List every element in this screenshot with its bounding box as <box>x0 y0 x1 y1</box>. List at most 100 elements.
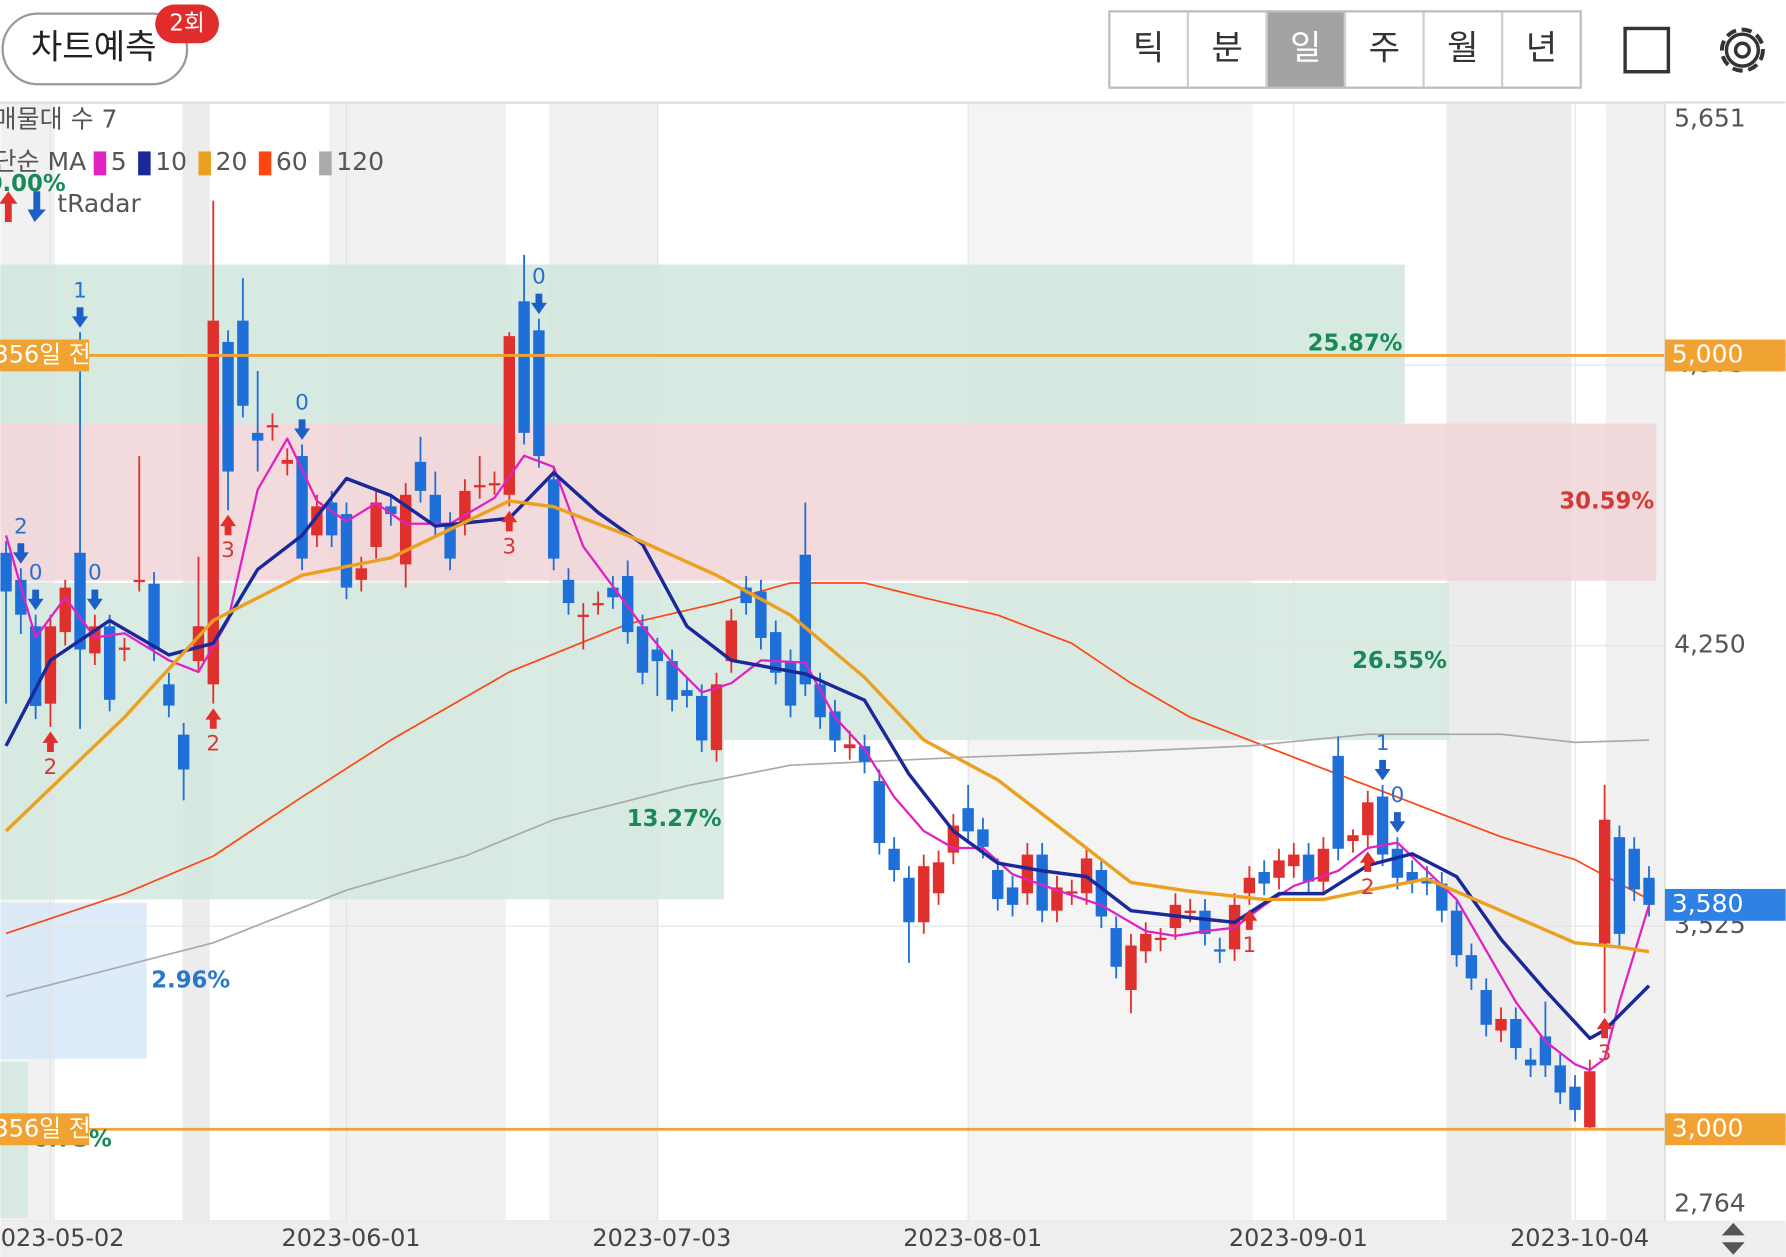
x-tick-label: 2023-05-02 <box>0 1224 124 1252</box>
radar-value: 0.00% <box>0 171 66 197</box>
candle-body <box>1154 937 1167 941</box>
candle-body <box>1021 854 1034 894</box>
candle-body <box>710 684 723 751</box>
candle-body <box>799 554 812 685</box>
candle-body <box>177 734 190 770</box>
sell-signal-arrow <box>530 293 547 315</box>
fullscreen-icon[interactable] <box>1623 26 1671 74</box>
gear-ring[interactable] <box>1724 32 1761 68</box>
period-button[interactable] <box>1424 12 1502 87</box>
legend-label: 10 <box>155 147 187 176</box>
candle-body <box>1066 891 1078 894</box>
gear-outline[interactable] <box>1719 27 1765 73</box>
candle-body <box>1510 1018 1522 1049</box>
settings-icon[interactable] <box>1719 27 1765 73</box>
legend-label: 20 <box>216 147 248 176</box>
candle-body <box>237 320 249 406</box>
candle-body <box>1480 989 1492 1025</box>
candle-body <box>1598 819 1611 944</box>
buy-signal-label: 3 <box>221 538 235 563</box>
candle-body <box>888 848 900 871</box>
candle-body <box>562 579 575 604</box>
candle-body <box>1140 933 1152 952</box>
header: 차트예측 2회 틱 분 일 주 월 년 <box>0 4 1786 104</box>
period-button[interactable] <box>1267 12 1344 87</box>
candle-body <box>636 626 649 673</box>
scroll-icon[interactable] <box>1721 1222 1745 1255</box>
period-label[interactable]: 년 <box>1526 29 1557 69</box>
ma-line <box>4 499 1650 954</box>
buy-signal-arrow <box>42 731 59 752</box>
candle-body <box>59 587 71 633</box>
sell-signal-label: 2 <box>14 514 28 539</box>
candle-body <box>1569 1086 1581 1110</box>
period-label[interactable]: 주 <box>1369 29 1400 69</box>
period-label[interactable]: 분 <box>1211 29 1242 69</box>
candle-body <box>696 695 708 741</box>
predict-button-label[interactable]: 차트예측 <box>31 27 157 67</box>
candle-body <box>429 494 441 524</box>
candle-body <box>459 490 471 524</box>
ma-line <box>5 733 1650 997</box>
x-tick-label: 2023-09-01 <box>1229 1224 1368 1252</box>
candle-body <box>1006 887 1019 905</box>
y-tick-label: 5,651 <box>1674 104 1746 133</box>
predict-button[interactable] <box>1 12 189 86</box>
candle-body <box>1362 802 1374 836</box>
candle-body <box>814 684 826 718</box>
legend-swatch <box>138 151 151 176</box>
candle-body <box>163 684 175 706</box>
candle-body <box>784 661 797 706</box>
x-axis-band <box>0 1220 1786 1257</box>
candle-body <box>281 459 293 464</box>
period-button[interactable] <box>1346 12 1423 87</box>
candle-body <box>1584 1071 1596 1128</box>
candle-body <box>1184 910 1196 913</box>
legend-swatch <box>93 151 107 176</box>
candle-body <box>1613 837 1626 934</box>
candle-body <box>488 483 501 486</box>
x-tick-label: 2023-10-04 <box>1510 1224 1649 1252</box>
ma-line <box>5 582 1650 935</box>
sell-signal-arrow <box>294 419 311 440</box>
radar-down-icon <box>27 191 46 223</box>
candle-body <box>1332 755 1344 849</box>
candle-body <box>355 568 367 580</box>
legend-label: 60 <box>276 147 308 176</box>
gear-hub[interactable] <box>1733 41 1751 59</box>
x-tick-label: 2023-08-01 <box>903 1224 1042 1252</box>
candle-body <box>1095 870 1108 917</box>
ma-line <box>4 437 1651 1072</box>
candle-body <box>340 514 353 588</box>
period-button[interactable] <box>1503 12 1580 87</box>
sell-signal-label: 0 <box>29 561 43 586</box>
sell-signal-label: 1 <box>1376 731 1390 756</box>
current-price-tag <box>1664 888 1786 921</box>
candle-body <box>133 579 145 583</box>
candle-body <box>1391 848 1404 878</box>
candle-body <box>1376 796 1389 855</box>
candle-body <box>1317 848 1330 882</box>
period-label[interactable]: 월 <box>1447 29 1478 69</box>
candle-body <box>577 614 589 617</box>
candle-body <box>1243 877 1256 894</box>
period-label[interactable]: 일 <box>1290 29 1321 69</box>
y-axis-panel <box>1664 103 1786 1221</box>
candle-body <box>1554 1065 1566 1093</box>
candle-body <box>1199 910 1211 934</box>
period-button[interactable] <box>1110 12 1187 87</box>
candle-body <box>103 626 116 700</box>
candle-body <box>1347 835 1359 842</box>
candle-body <box>770 632 782 673</box>
period-button[interactable] <box>1189 12 1266 87</box>
shade-band <box>1446 103 1572 1221</box>
candle-body <box>932 862 945 894</box>
buy-signal-arrow <box>1596 1017 1613 1039</box>
period-label[interactable]: 틱 <box>1133 29 1164 69</box>
zone-percent-label: 26.55% <box>1352 648 1447 674</box>
ma-line <box>4 470 1651 1041</box>
candle-body <box>1110 928 1122 967</box>
sell-signal-arrow <box>1374 759 1391 781</box>
